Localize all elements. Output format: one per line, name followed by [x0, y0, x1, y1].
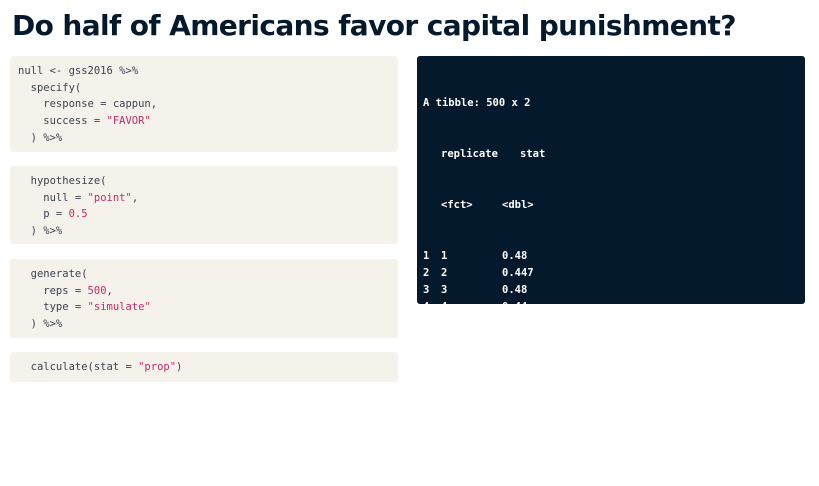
row-index: 5: [423, 318, 430, 330]
tibble-row: 5 5 0.407: [423, 316, 799, 333]
stat-value: 0.553: [502, 369, 534, 381]
code-line: generate(: [18, 266, 390, 283]
tibble-footer: # … with 490 more rows: [423, 454, 563, 466]
tibble-row: 2 2 0.447: [423, 265, 799, 282]
code-token: ) %>%: [18, 131, 63, 144]
stat-value: 0.447: [502, 267, 534, 279]
code-token: ): [176, 361, 183, 373]
replicate-value: 2: [441, 267, 448, 279]
row-index: 7: [423, 352, 430, 364]
console-output: A tibble: 500 x 2 replicate stat <fct> <…: [417, 56, 805, 466]
code-line: type = "simulate": [18, 299, 390, 316]
tibble-row: 3 3 0.48: [423, 282, 799, 299]
code-token: hypothesize(: [18, 175, 107, 187]
code-token: type =: [18, 301, 88, 314]
row-index: 9: [423, 386, 430, 398]
stat-value: 0.467: [502, 403, 534, 415]
code-line: reps = 500,: [18, 283, 390, 300]
code-line: response = cappun,: [18, 96, 390, 113]
code-token: null <- gss2016 %>%: [18, 65, 139, 77]
code-line: hypothesize(: [18, 173, 390, 190]
tibble-row: 8 8 0.553: [423, 367, 799, 384]
column-types-row: <fct> <dbl>: [423, 197, 799, 214]
replicate-value: 6: [441, 335, 448, 347]
tibble-header: A tibble: 500 x 2: [423, 97, 531, 109]
code-token: p =: [18, 208, 69, 221]
code-token: ,: [131, 191, 139, 204]
code-line: ) %>%: [18, 223, 390, 240]
replicate-value: 7: [441, 352, 448, 364]
code-number-literal: 500: [87, 284, 107, 297]
code-token: null =: [18, 191, 88, 204]
tibble-row: 10 10 0.467: [423, 401, 799, 418]
replicate-value: 4: [441, 301, 448, 313]
code-token: generate(: [18, 268, 88, 280]
code-line: specify(: [18, 80, 390, 97]
code-string-literal: "point": [87, 191, 132, 204]
column-header-replicate: replicate: [441, 148, 498, 160]
tibble-rows: 1 1 0.48 2 2 0.447 3 3 0.48 4 4 0.44 5 5 0.407 6 6 0.52 7 7…: [423, 248, 799, 418]
replicate-value: 5: [441, 318, 448, 330]
column-header-stat: stat: [520, 148, 546, 160]
code-token: reps =: [18, 284, 88, 297]
stat-value: 0.52: [502, 386, 528, 398]
code-line: null <- gss2016 %>%: [18, 63, 390, 80]
code-token: success =: [18, 115, 107, 128]
code-token: ) %>%: [18, 318, 63, 331]
code-string-literal: "simulate": [87, 301, 151, 314]
stat-value: 0.48: [502, 284, 528, 296]
stat-value: 0.44: [502, 301, 528, 313]
replicate-value: 9: [441, 386, 448, 398]
row-index: 3: [423, 284, 430, 296]
stat-value: 0.413: [502, 352, 534, 364]
tibble-row: 9 9 0.52: [423, 384, 799, 401]
code-line: p = 0.5: [18, 206, 390, 223]
code-string-literal: "FAVOR": [106, 115, 151, 128]
column-type-stat: <dbl>: [502, 199, 534, 211]
code-token: calculate(stat =: [18, 361, 139, 373]
code-line: null = "point",: [18, 190, 390, 207]
code-block-specify: null <- gss2016 %>% specify( response = …: [10, 56, 398, 152]
replicate-value: 3: [441, 284, 448, 296]
code-number-literal: 0.5: [68, 208, 88, 221]
code-token: response = cappun,: [18, 98, 158, 111]
row-index: 10: [423, 403, 436, 415]
tibble-row: 1 1 0.48: [423, 248, 799, 265]
code-line: calculate(stat = "prop"): [18, 359, 390, 376]
tibble-row: 4 4 0.44: [423, 299, 799, 316]
code-block-hypothesize: hypothesize( null = "point", p = 0.5 ) %…: [10, 166, 398, 244]
replicate-value: 8: [441, 369, 448, 381]
replicate-value: 1: [441, 250, 448, 262]
code-token: specify(: [18, 81, 82, 94]
row-index: 1: [423, 250, 430, 262]
code-token: ,: [106, 284, 113, 297]
tibble-row: 6 6 0.52: [423, 333, 799, 350]
row-index: 8: [423, 369, 430, 381]
page-title: Do half of Americans favor capital punis…: [12, 9, 737, 42]
stat-value: 0.48: [502, 250, 528, 262]
stat-value: 0.52: [502, 335, 528, 347]
code-token: ) %>%: [18, 225, 63, 238]
column-type-replicate: <fct>: [441, 199, 473, 211]
code-string-literal: "prop": [138, 361, 177, 373]
code-line: ) %>%: [18, 316, 390, 333]
row-index: 2: [423, 267, 430, 279]
stat-value: 0.407: [502, 318, 534, 330]
tibble-row: 7 7 0.413: [423, 350, 799, 367]
row-index: 6: [423, 335, 430, 347]
code-line: ) %>%: [18, 130, 390, 147]
replicate-value: 10: [441, 403, 454, 415]
code-line: success = "FAVOR": [18, 113, 390, 130]
code-block-generate: generate( reps = 500, type = "simulate" …: [10, 259, 398, 338]
column-names-row: replicate stat: [423, 146, 799, 163]
code-block-calculate: calculate(stat = "prop"): [10, 352, 398, 382]
row-index: 4: [423, 301, 430, 313]
